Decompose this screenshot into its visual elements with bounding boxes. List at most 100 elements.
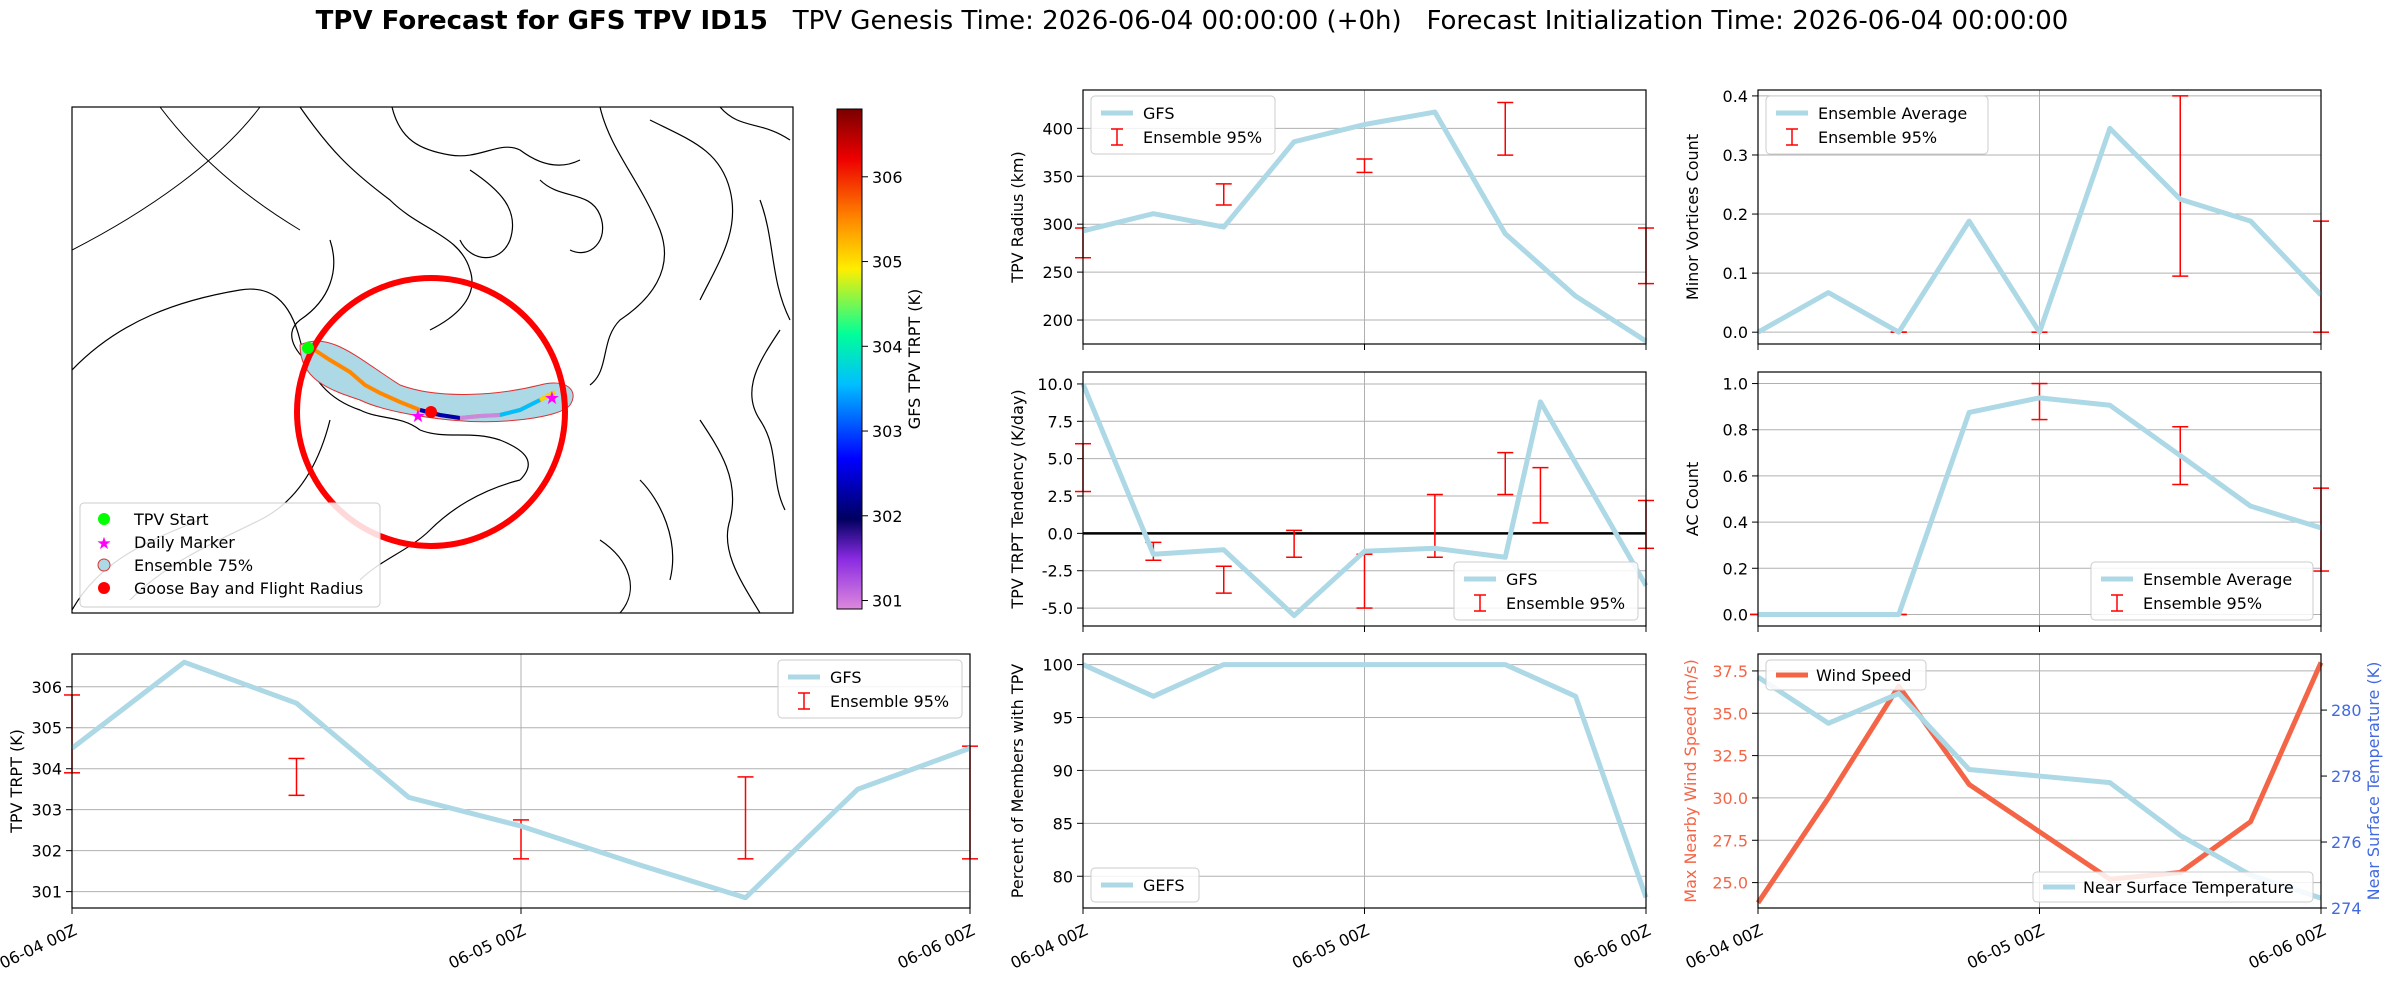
legend-goose-bay: Goose Bay and Flight Radius xyxy=(134,579,363,598)
colorbar-tick-label: 306 xyxy=(872,168,903,187)
y-axis-label: Max Nearby Wind Speed (m/s) xyxy=(1681,659,1700,902)
x-tick-label: 06-05 00Z xyxy=(446,920,529,972)
y-right-tick-label: 276 xyxy=(2331,833,2362,852)
y-tick-label: 32.5 xyxy=(1712,747,1748,766)
y-tick-label: 302 xyxy=(31,842,62,861)
y-tick-label: 10.0 xyxy=(1037,375,1073,394)
legend-goose-bay-icon xyxy=(98,582,110,594)
figure-title: TPV Forecast for GFS TPV ID15 TPV Genesi… xyxy=(0,6,2384,36)
y-tick-label: 27.5 xyxy=(1712,831,1748,850)
colorbar-tick-label: 302 xyxy=(872,507,903,526)
y-tick-label: 300 xyxy=(1042,215,1073,234)
legend-label: Ensemble 95% xyxy=(1818,128,1937,147)
chart-ac_count: 0.0 0.2 0.4 0.6 0.8 1.0 AC Count Ensemble Avera… xyxy=(1683,371,2329,632)
y-tick-label: 301 xyxy=(31,883,62,902)
colorbar: 301 302 303 304 305 306 GFS TPV TRPT (K) xyxy=(836,108,924,611)
error-bar xyxy=(1286,529,1303,559)
error-bar xyxy=(1497,101,1514,156)
chart-legend: GFS Ensemble 95% xyxy=(777,659,963,719)
y-tick-label: 250 xyxy=(1042,263,1073,282)
figure-title-bold: TPV Forecast for GFS TPV ID15 xyxy=(315,6,768,36)
y-tick-label: 100 xyxy=(1042,656,1073,675)
chart-tendency: -5.0 -2.5 0.0 2.5 5.0 7.5 10.0 TPV TRPT Tendenc… xyxy=(1008,371,1654,632)
flight-radius-circle xyxy=(294,275,568,549)
legend-label: GFS xyxy=(1143,104,1174,123)
y-tick-label: 306 xyxy=(31,678,62,697)
axes-frame xyxy=(1757,653,2322,909)
axes-frame xyxy=(71,653,971,909)
y-tick-label: 0.0 xyxy=(1048,524,1073,543)
error-bar xyxy=(1532,466,1549,524)
y-tick-label: 95 xyxy=(1053,709,1073,728)
chart-trpt: 301 302 303 304 305 306 06-04 00Z 06-05 00Z 06-0… xyxy=(0,653,978,973)
legend-label: Near Surface Temperature xyxy=(2083,878,2294,897)
legend-label: Ensemble 95% xyxy=(2143,594,2262,613)
chart-radius: 200 250 300 350 400 TPV Radius (km) GFS Ensembl… xyxy=(1008,89,1654,350)
x-tick-label: 06-05 00Z xyxy=(1964,920,2047,972)
x-tick-label: 06-04 00Z xyxy=(0,920,80,972)
axes-frame xyxy=(1082,371,1647,627)
y-right-tick-label: 274 xyxy=(2331,899,2362,918)
legend-tpv-start-icon xyxy=(98,513,110,525)
colorbar-label: GFS TPV TRPT (K) xyxy=(905,289,924,429)
error-bar xyxy=(737,776,754,860)
y-tick-label: 0.2 xyxy=(1723,559,1748,578)
y-tick-label: -5.0 xyxy=(1042,599,1073,618)
y-axis-label: TPV TRPT (K) xyxy=(7,729,26,834)
map-legend: TPV Start ★ Daily Marker Ensemble 75% Go… xyxy=(79,502,381,608)
y-tick-label: 0.2 xyxy=(1723,205,1748,224)
x-tick-label: 06-04 00Z xyxy=(1683,920,1766,972)
y-tick-label: 37.5 xyxy=(1712,662,1748,681)
y-axis-label: AC Count xyxy=(1683,462,1702,536)
y-tick-label: 0.4 xyxy=(1723,513,1748,532)
goose-bay-marker xyxy=(425,406,437,418)
legend-box xyxy=(1765,95,1989,155)
axes-frame xyxy=(1082,653,1647,909)
y-axis-label: TPV TRPT Tendency (K/day) xyxy=(1008,389,1027,609)
y-tick-label: -2.5 xyxy=(1042,562,1073,581)
legend-label: Ensemble 95% xyxy=(830,692,949,711)
y-tick-label: 85 xyxy=(1053,814,1073,833)
chart-wind_temp: 25.0 27.5 30.0 32.5 35.0 37.5 06-04 00Z 06-05 0… xyxy=(1681,653,2383,973)
y-right-axis-label: Near Surface Temperature (K) xyxy=(2364,662,2383,901)
x-tick-label: 06-05 00Z xyxy=(1289,920,1372,972)
map-frame xyxy=(71,106,794,614)
y-axis-label: Minor Vortices Count xyxy=(1683,134,1702,300)
legend-label: Ensemble Average xyxy=(2143,570,2292,589)
y-tick-label: 305 xyxy=(31,719,62,738)
error-bar xyxy=(1356,158,1373,174)
error-bar xyxy=(1497,451,1514,496)
tpv-start-marker xyxy=(302,342,314,354)
chart-minor_vortices: 0.0 0.1 0.2 0.3 0.4 Minor Vortices Count Ensem… xyxy=(1683,87,2329,350)
legend-box xyxy=(2032,871,2314,903)
y-tick-label: 200 xyxy=(1042,311,1073,330)
y-tick-label: 0.4 xyxy=(1723,87,1748,106)
error-bar xyxy=(1215,183,1232,206)
error-bar xyxy=(2031,382,2048,421)
chart-legend: Ensemble Average Ensemble 95% xyxy=(2090,561,2314,621)
y-axis-label: TPV Radius (km) xyxy=(1008,151,1027,284)
error-bar xyxy=(2172,95,2189,277)
y-tick-label: 0.3 xyxy=(1723,146,1748,165)
legend-label: GFS xyxy=(1506,570,1537,589)
legend-label: Ensemble 95% xyxy=(1143,128,1262,147)
legend-daily-marker-icon: ★ xyxy=(96,534,111,554)
y-tick-label: 304 xyxy=(31,760,62,779)
y-tick-label: 0.6 xyxy=(1723,467,1748,486)
colorbar-tick-label: 301 xyxy=(872,592,903,611)
legend-box xyxy=(1453,561,1639,621)
y-right-tick-label: 278 xyxy=(2331,767,2362,786)
figure-title-rest: TPV Genesis Time: 2026-06-04 00:00:00 (+… xyxy=(792,6,2069,36)
x-tick-label: 06-04 00Z xyxy=(1008,920,1091,972)
y-tick-label: 303 xyxy=(31,801,62,820)
colorbar-tick-label: 305 xyxy=(872,253,903,272)
legend-label: Ensemble Average xyxy=(1818,104,1967,123)
legend-tpv-start: TPV Start xyxy=(133,510,209,529)
chart-legend: GEFS xyxy=(1090,867,1200,903)
colorbar-gradient xyxy=(836,108,863,610)
legend-label: Wind Speed xyxy=(1816,666,1911,685)
y-tick-label: 25.0 xyxy=(1712,874,1748,893)
legend-box xyxy=(1090,867,1200,903)
y-tick-label: 0.8 xyxy=(1723,421,1748,440)
